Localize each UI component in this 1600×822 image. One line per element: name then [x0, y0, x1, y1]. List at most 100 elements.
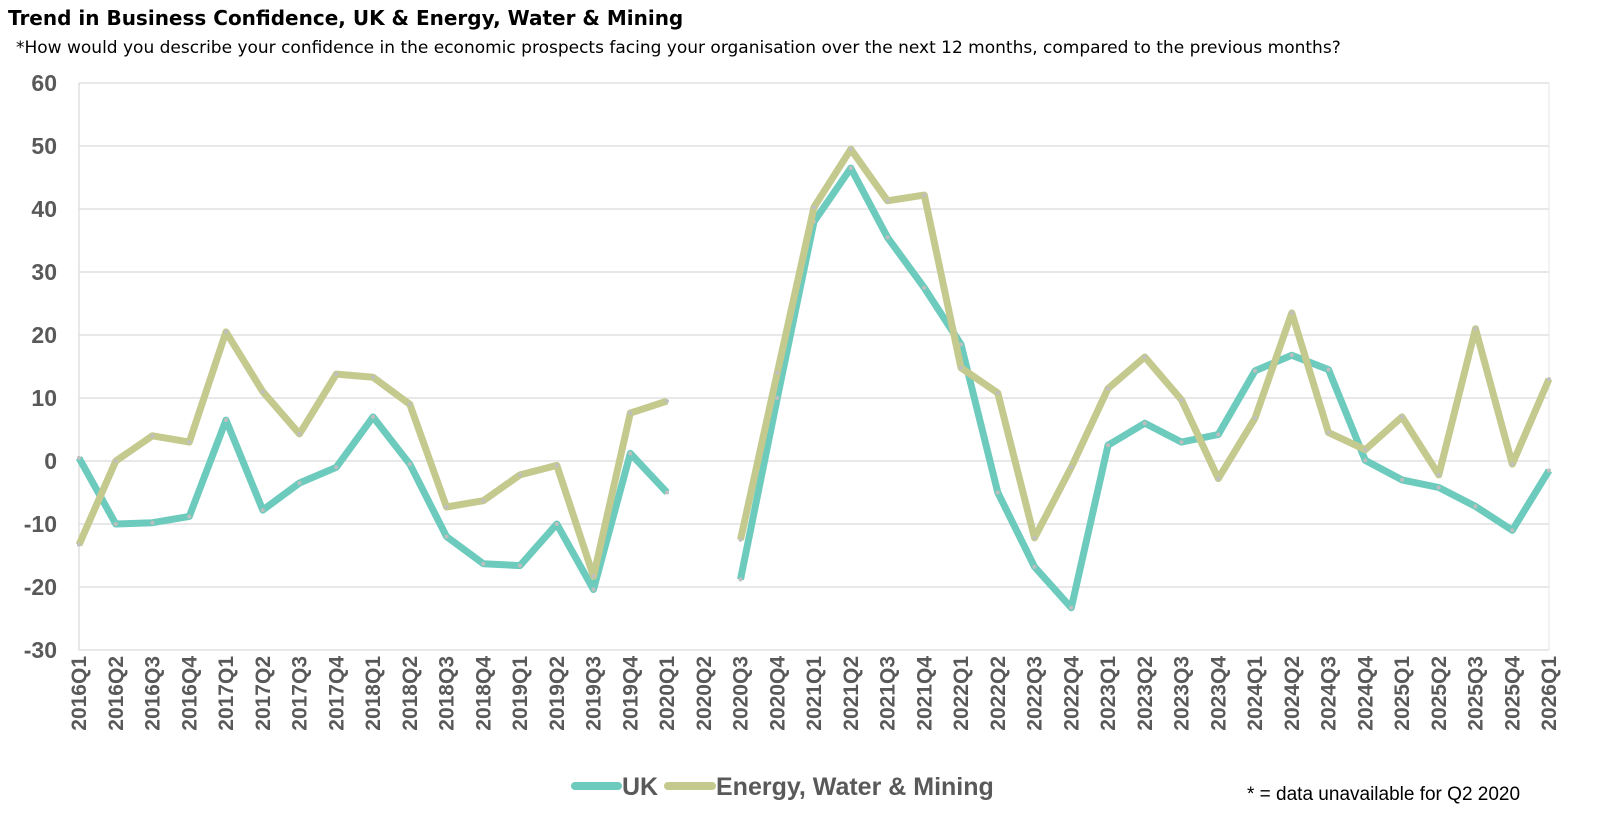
- x-tick-label: 2022Q2: [987, 656, 1010, 731]
- data-point: [1106, 386, 1110, 391]
- x-tick-label: 2025Q4: [1501, 656, 1524, 731]
- x-tick-label: 2016Q4: [178, 656, 201, 731]
- chart-subtitle: *How would you describe your confidence …: [16, 38, 1341, 58]
- data-point: [481, 498, 486, 503]
- data-point: [1032, 564, 1037, 569]
- x-tick-label: 2020Q4: [766, 656, 789, 731]
- legend-label: UK: [622, 773, 658, 801]
- x-tick-label: 2023Q1: [1097, 656, 1120, 731]
- x-tick-label: 2017Q3: [289, 656, 312, 731]
- x-tick-label: 2019Q2: [546, 656, 569, 731]
- series-lines: [75, 145, 1553, 612]
- data-point: [1289, 310, 1294, 315]
- x-tick-label: 2020Q3: [730, 656, 753, 731]
- data-point: [1510, 462, 1515, 467]
- data-point: [885, 198, 890, 203]
- data-point: [1253, 416, 1257, 421]
- x-tick-label: 2019Q1: [509, 656, 532, 731]
- data-point: [224, 329, 228, 334]
- x-tick-label: 2018Q1: [362, 656, 385, 731]
- data-point: [1106, 443, 1110, 448]
- y-tick-label: 20: [31, 322, 57, 348]
- data-point: [1510, 528, 1515, 533]
- x-tick-label: 2025Q1: [1391, 656, 1414, 731]
- data-point: [1069, 605, 1074, 610]
- x-tick-label: 2023Q3: [1171, 656, 1194, 731]
- data-point: [187, 514, 192, 519]
- data-point: [1326, 430, 1331, 435]
- x-tick-label: 2016Q2: [105, 656, 128, 731]
- x-tick-label: 2025Q2: [1428, 656, 1451, 731]
- x-tick-label: 2025Q3: [1465, 656, 1488, 731]
- data-point: [738, 577, 743, 582]
- x-axis-tick-labels: 2016Q1 2016Q2 2016Q3 2016Q4 2017Q1 2017Q2 2017…: [68, 656, 1561, 731]
- data-point: [113, 522, 118, 526]
- data-point: [1179, 397, 1184, 402]
- data-point: [444, 504, 449, 509]
- data-point: [260, 389, 265, 394]
- data-point: [1179, 440, 1184, 445]
- x-tick-label: 2018Q3: [436, 656, 459, 731]
- data-point: [1216, 476, 1221, 481]
- series-line-0: [737, 164, 1552, 612]
- data-point: [371, 414, 375, 419]
- data-point: [1400, 414, 1404, 419]
- x-tick-label: 2016Q1: [68, 656, 91, 731]
- data-point: [150, 433, 155, 438]
- data-point: [518, 472, 522, 477]
- data-point: [297, 481, 302, 486]
- data-point: [1032, 535, 1037, 540]
- data-point: [848, 147, 853, 152]
- x-tick-label: 2017Q4: [325, 656, 348, 731]
- y-tick-label: 10: [31, 385, 57, 411]
- x-tick-label: 2022Q3: [1024, 656, 1047, 731]
- data-point: [260, 508, 265, 513]
- x-tick-label: 2019Q3: [583, 656, 606, 731]
- data-point: [775, 370, 780, 375]
- data-point: [1473, 504, 1478, 509]
- data-point: [444, 534, 449, 539]
- data-unavailable-note: * = data unavailable for Q2 2020: [1247, 784, 1521, 805]
- chart-title: Trend in Business Confidence, UK & Energ…: [8, 6, 684, 30]
- x-tick-label: 2023Q2: [1134, 656, 1157, 731]
- data-point: [371, 375, 375, 380]
- x-tick-label: 2018Q2: [399, 656, 422, 731]
- data-point: [554, 522, 559, 526]
- x-tick-label: 2017Q2: [252, 656, 275, 731]
- y-tick-label: -30: [24, 637, 57, 663]
- data-point: [1547, 377, 1551, 382]
- data-point: [1142, 421, 1147, 426]
- data-point: [407, 402, 412, 407]
- data-point: [1069, 465, 1074, 470]
- x-tick-label: 2024Q3: [1318, 656, 1341, 731]
- data-point: [1363, 458, 1368, 463]
- data-point: [922, 193, 927, 198]
- data-point: [959, 365, 963, 370]
- x-tick-label: 2024Q2: [1281, 656, 1304, 731]
- y-tick-label: 30: [31, 259, 57, 285]
- data-point: [665, 399, 669, 404]
- x-tick-label: 2026Q1: [1538, 656, 1561, 731]
- data-point: [628, 411, 633, 416]
- data-point: [885, 235, 890, 240]
- data-point: [554, 463, 559, 468]
- data-point: [1289, 353, 1294, 358]
- x-tick-label: 2020Q2: [693, 656, 716, 731]
- data-point: [1363, 447, 1368, 452]
- data-point: [1436, 485, 1441, 490]
- x-tick-label: 2021Q2: [840, 656, 863, 731]
- data-point: [1473, 326, 1478, 331]
- data-point: [297, 431, 302, 436]
- data-point: [407, 462, 412, 467]
- data-point: [150, 520, 155, 525]
- data-point: [628, 451, 633, 456]
- data-point: [665, 490, 669, 495]
- data-point: [848, 166, 853, 171]
- data-point: [775, 396, 780, 400]
- legend: UK Energy, Water & Mining: [571, 773, 994, 801]
- y-tick-label: 0: [44, 448, 57, 474]
- data-point: [738, 537, 743, 542]
- data-point: [113, 459, 118, 463]
- data-point: [334, 465, 339, 470]
